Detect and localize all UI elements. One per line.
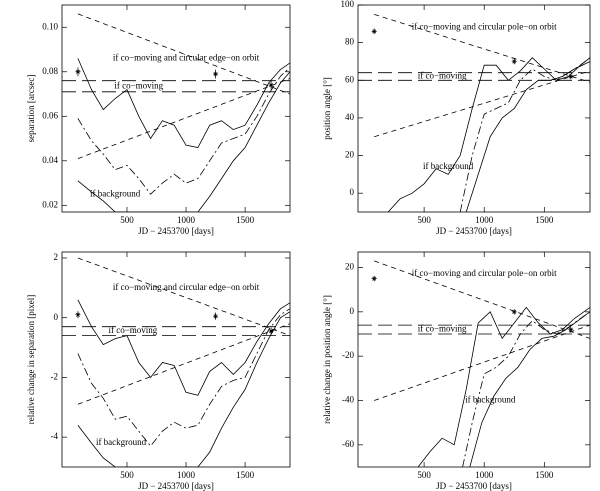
curve	[77, 13, 290, 95]
y-tick-label: -2	[51, 371, 59, 381]
y-axis-label: relative change in position angle [°]	[322, 295, 332, 424]
data-point	[75, 69, 81, 75]
x-tick-label: 1500	[535, 215, 554, 225]
y-tick-label: -4	[51, 431, 59, 441]
data-point	[568, 74, 574, 80]
panel: 500 1000 1500 0.02 0.04 0.06 0.08 0.10 JD − 2453…	[26, 4, 291, 236]
y-tick-label: 0	[350, 187, 355, 197]
curve	[462, 311, 590, 467]
data-point	[511, 58, 517, 64]
panel: 500 1000 1500 -4 -2 0 2 JD − 2453700 [days] rela…	[26, 251, 291, 491]
data-point	[371, 276, 377, 282]
frame	[61, 251, 291, 468]
curve	[77, 299, 290, 396]
annotation: if co−moving and circular edge−on orbit	[113, 282, 260, 292]
annotation: if co−moving	[418, 324, 467, 334]
curve	[77, 78, 290, 159]
annotation: if background	[423, 161, 474, 171]
y-tick-label: 80	[345, 37, 355, 47]
y-tick-label: 0.08	[42, 66, 58, 76]
curve	[77, 308, 290, 447]
curve	[77, 71, 290, 212]
curve	[387, 57, 590, 212]
x-axis-label: JD − 2453700 [days]	[436, 226, 512, 236]
x-tick-label: 1500	[236, 470, 255, 480]
curve	[77, 67, 290, 195]
y-tick-label: -20	[342, 350, 354, 360]
data-point	[511, 309, 517, 315]
y-tick-label: -60	[342, 439, 354, 449]
curve	[77, 58, 290, 148]
x-tick-label: 1500	[236, 215, 255, 225]
annotation: if co−moving and circular pole−on orbit	[412, 268, 557, 278]
curve	[374, 324, 590, 401]
plot-area	[358, 14, 590, 212]
annotation: if background	[96, 437, 147, 447]
y-tick-label: 0.02	[42, 199, 58, 209]
x-axis-label: JD − 2453700 [days]	[138, 481, 214, 491]
data-point	[371, 28, 377, 34]
annotation: if background	[465, 395, 516, 405]
y-tick-label: 0	[54, 312, 59, 322]
curve	[374, 260, 590, 339]
y-tick-label: 0.10	[42, 21, 58, 31]
plot-area	[62, 257, 290, 467]
annotation: if co−moving	[114, 80, 163, 90]
x-tick-label: 1000	[475, 470, 494, 480]
curve	[374, 70, 590, 138]
x-tick-label: 1000	[177, 470, 196, 480]
x-tick-label: 500	[120, 215, 134, 225]
x-tick-label: 500	[120, 470, 134, 480]
annotation: if co−moving	[108, 325, 157, 335]
curve	[77, 323, 290, 405]
curve	[465, 61, 590, 212]
y-tick-label: 20	[345, 150, 355, 160]
x-axis-label: JD − 2453700 [days]	[138, 226, 214, 236]
y-tick-label: 0.04	[42, 155, 58, 165]
data-point	[268, 328, 274, 334]
y-tick-label: -40	[342, 395, 354, 405]
data-point	[75, 312, 81, 318]
x-axis-label: JD − 2453700 [days]	[436, 481, 512, 491]
annotation: if co−moving	[418, 71, 467, 81]
x-tick-label: 1000	[475, 215, 494, 225]
y-axis-label: separation [arcsec]	[26, 75, 36, 143]
panel: 500 1000 1500 0 20 40 60 80 100 JD − 2453700 [day…	[322, 0, 591, 236]
curve	[77, 257, 290, 336]
plot-area	[62, 13, 290, 212]
data-point	[268, 82, 274, 88]
curve	[417, 306, 590, 467]
x-tick-label: 1500	[535, 470, 554, 480]
annotation: if co−moving and circular edge−on orbit	[113, 52, 260, 62]
annotation: if background	[90, 188, 141, 198]
plot-area	[358, 260, 590, 467]
curve	[469, 311, 590, 467]
frame	[61, 4, 291, 213]
x-tick-label: 500	[417, 470, 431, 480]
frame	[357, 4, 591, 213]
annotation: if co−moving and circular pole−on orbit	[412, 22, 557, 32]
data-point	[213, 313, 219, 319]
y-axis-label: relative change in separation [pixel]	[26, 295, 36, 424]
panel: 500 1000 1500 -60 -40 -20 0 20 JD − 2453700 [day…	[322, 251, 591, 491]
data-point	[568, 327, 574, 333]
y-tick-label: 0	[350, 306, 355, 316]
y-tick-label: 40	[345, 112, 355, 122]
curve	[77, 311, 290, 467]
x-tick-label: 1000	[177, 215, 196, 225]
y-tick-label: 60	[345, 74, 355, 84]
y-axis-label: position angle [°]	[322, 77, 332, 140]
y-tick-label: 2	[54, 252, 59, 262]
y-tick-label: 100	[341, 0, 355, 9]
frame	[357, 251, 591, 468]
y-tick-label: 0.06	[42, 110, 58, 120]
data-point	[213, 71, 219, 77]
x-tick-label: 500	[417, 215, 431, 225]
y-tick-label: 20	[345, 262, 355, 272]
curve	[374, 14, 590, 83]
